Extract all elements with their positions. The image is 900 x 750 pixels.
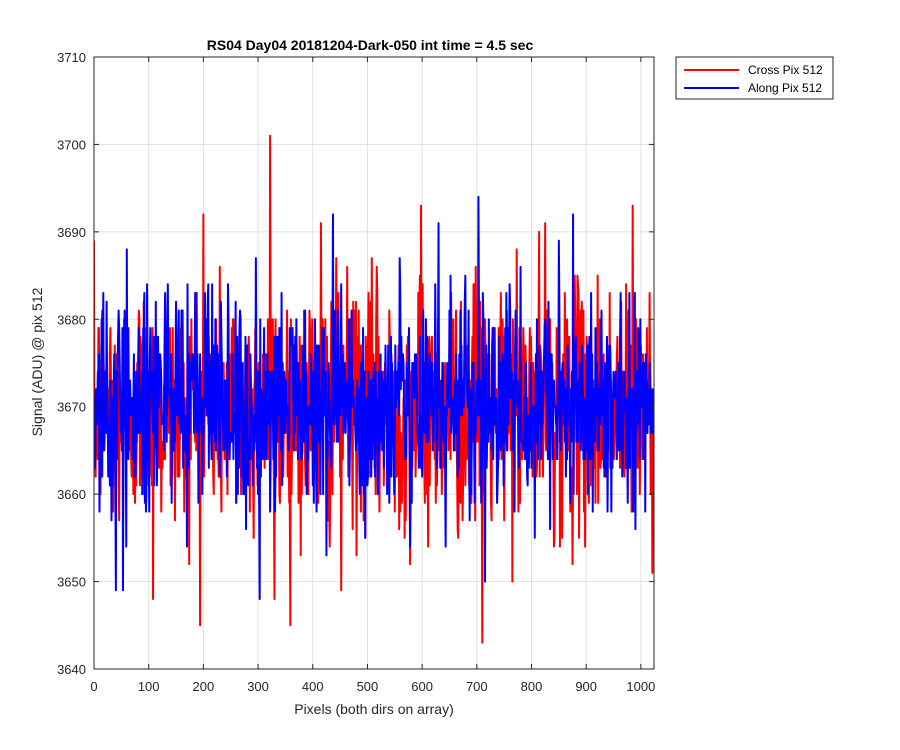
x-tick-label: 900: [575, 679, 597, 694]
y-tick-label: 3660: [57, 487, 86, 502]
plot-frame: [93, 56, 655, 670]
y-tick-label: 3650: [57, 575, 86, 590]
y-tick-label: 3700: [57, 137, 86, 152]
x-tick-label: 800: [521, 679, 543, 694]
legend-box: [675, 56, 834, 100]
x-tick-label: 100: [138, 679, 160, 694]
legend-label-cross: Cross Pix 512: [748, 63, 823, 77]
y-tick-label: 3710: [57, 50, 86, 65]
series-line-along: [94, 195, 654, 601]
series-layer: [94, 134, 654, 644]
y-axis-label: Signal (ADU) @ pix 512: [29, 287, 45, 436]
ticks: [93, 56, 654, 670]
y-tick-label: 3690: [57, 225, 86, 240]
legend-label-along: Along Pix 512: [748, 81, 822, 95]
y-tick-label: 3680: [57, 312, 86, 327]
y-tick-label: 3670: [57, 400, 86, 415]
x-tick-label: 500: [357, 679, 379, 694]
x-axis-label: Pixels (both dirs on array): [294, 701, 454, 717]
x-tick-label: 400: [302, 679, 324, 694]
x-tick-label: 600: [411, 679, 433, 694]
x-tick-label: 0: [90, 679, 97, 694]
x-tick-labels: 0 100 200 300 400 500 600 700 800 900 1000: [90, 679, 655, 694]
x-tick-label: 700: [466, 679, 488, 694]
chart-title: RS04 Day04 20181204-Dark-050 int time = …: [207, 37, 534, 53]
x-tick-label: 200: [193, 679, 215, 694]
x-tick-label: 300: [247, 679, 269, 694]
x-tick-label: 1000: [626, 679, 655, 694]
y-tick-labels: 3640 3650 3660 3670 3680 3690 3700 3710: [57, 50, 86, 677]
legend: Cross Pix 512 Along Pix 512: [675, 56, 834, 100]
y-tick-label: 3640: [57, 662, 86, 677]
